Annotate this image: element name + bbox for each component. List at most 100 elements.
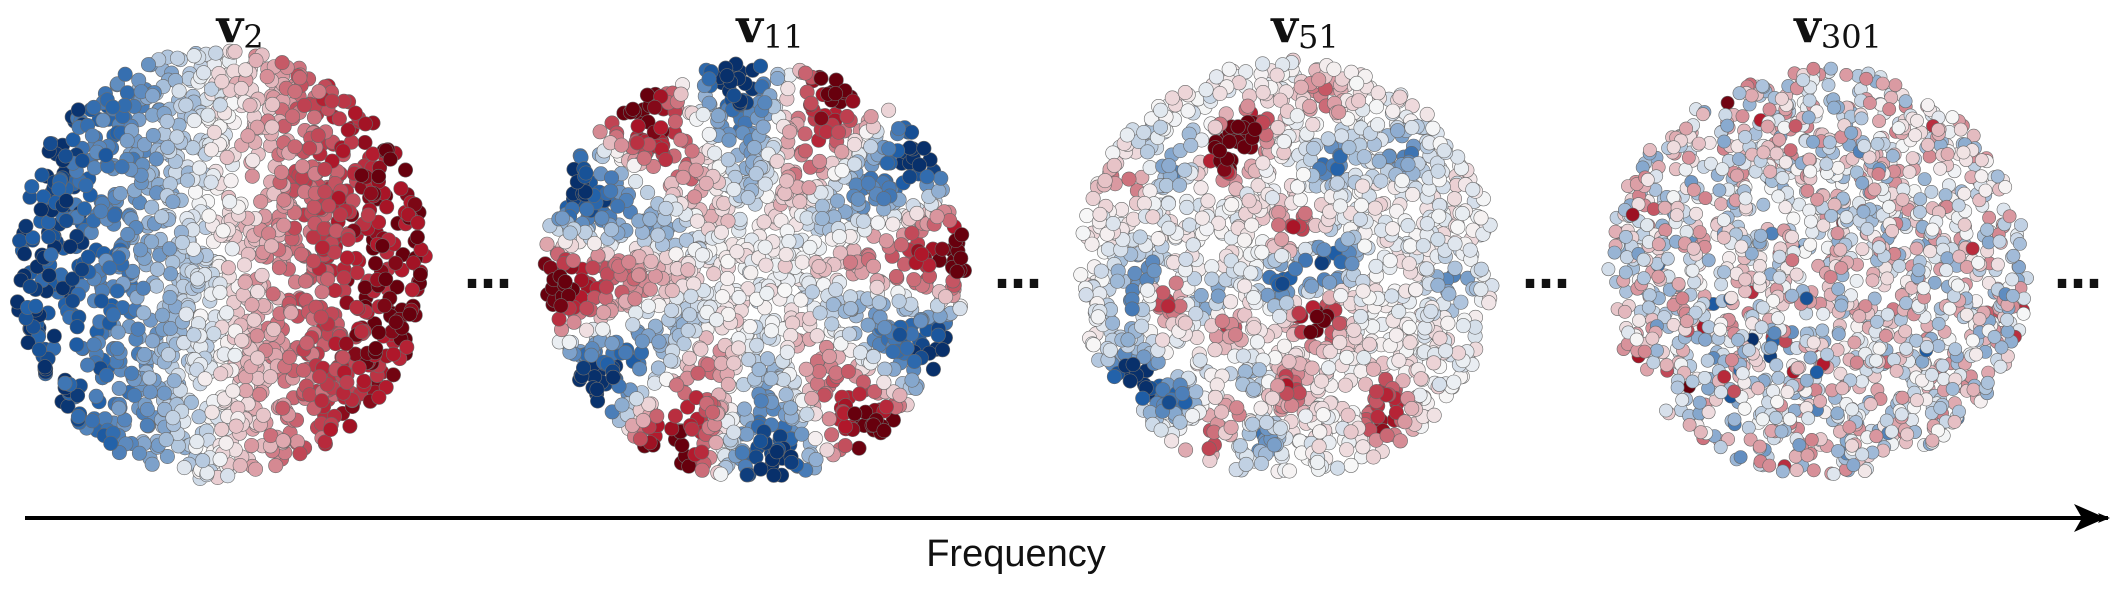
graph-node-point: [219, 149, 235, 165]
graph-node-point: [708, 312, 724, 328]
graph-node-point: [673, 132, 689, 148]
graph-node-point: [879, 155, 895, 171]
graph-node-point: [1331, 104, 1347, 120]
graph-node-point: [315, 240, 331, 256]
graph-node-point: [314, 393, 330, 409]
graph-node-point: [154, 209, 170, 225]
graph-node-point: [314, 284, 330, 300]
graph-node-point: [1432, 330, 1448, 346]
graph-node-point: [881, 102, 897, 118]
graph-node-point: [1426, 407, 1442, 423]
graph-node-point: [852, 386, 868, 402]
graph-node-point: [1106, 157, 1122, 173]
graph-node-point: [379, 199, 395, 215]
graph-node-point: [863, 109, 879, 125]
graph-node-point: [1405, 187, 1421, 203]
graph-node-point: [743, 265, 759, 281]
graph-node-point: [842, 254, 858, 270]
graph-node-point: [1788, 449, 1803, 464]
graph-node-point: [778, 247, 794, 263]
graph-node-point: [909, 205, 925, 221]
graph-node-point: [1369, 99, 1385, 115]
graph-node-point: [734, 445, 750, 461]
graph-node-point: [834, 163, 850, 179]
graph-node-point: [215, 223, 231, 239]
graph-node-point: [845, 93, 861, 109]
graph-node-point: [1338, 377, 1354, 393]
graph-node-point: [1255, 56, 1271, 72]
graph-node-point: [1316, 242, 1332, 258]
graph-node-point: [70, 387, 86, 403]
graph-node-point: [1281, 463, 1297, 479]
graph-node-point: [1105, 315, 1121, 331]
graph-node-point: [1178, 442, 1194, 458]
graph-node-point: [632, 361, 648, 377]
graph-node-point: [1097, 173, 1113, 189]
graph-node-point: [640, 185, 656, 201]
graph-node-point: [180, 172, 196, 188]
graph-node-point: [357, 116, 373, 132]
graph-node-point: [561, 334, 577, 350]
graph-node-point: [335, 143, 351, 159]
graph-node-point: [643, 253, 659, 269]
graph-node-point: [1178, 251, 1194, 267]
graph-node-point: [1153, 422, 1169, 438]
graph-node-point: [1275, 276, 1291, 292]
graph-node-point: [317, 434, 333, 450]
graph-node-point: [1343, 457, 1359, 473]
graph-node-point: [839, 109, 855, 125]
graph-node-point: [1168, 275, 1184, 291]
graph-node-point: [62, 239, 78, 255]
graph-node-point: [1340, 407, 1356, 423]
graph-node-point: [1401, 319, 1417, 335]
graph-node-point: [1888, 78, 1903, 92]
graph-node-point: [779, 344, 795, 360]
graph-node-point: [133, 242, 149, 258]
graph-node-point: [74, 153, 90, 169]
graph-node-point: [223, 173, 239, 189]
graph-node-point: [102, 260, 118, 276]
graph-node-point: [1426, 355, 1442, 371]
graph-node-point: [664, 283, 680, 299]
graph-node-point: [748, 166, 764, 182]
graph-node-point: [708, 435, 724, 451]
graph-node-point: [149, 261, 165, 277]
graph-node-point: [111, 380, 127, 396]
graph-node-point: [1392, 89, 1408, 105]
graph-node-point: [701, 71, 717, 87]
graph-node-point: [1160, 298, 1176, 314]
graph-node-point: [578, 165, 594, 181]
graph-node-point: [185, 241, 201, 257]
graph-node-point: [103, 435, 119, 451]
graph-node-point: [99, 367, 115, 383]
graph-node-point: [331, 190, 347, 206]
graph-node-point: [769, 153, 785, 169]
graph-node-point: [1330, 161, 1346, 177]
graph-node-point: [294, 159, 310, 175]
graph-node-point: [813, 110, 829, 126]
graph-node-point: [1142, 160, 1158, 176]
graph-node-point: [1085, 191, 1101, 207]
graph-node-point: [757, 239, 773, 255]
graph-node-point: [876, 374, 892, 390]
graph-node-point: [248, 52, 264, 68]
graph-node-point: [192, 160, 208, 176]
graph-node-point: [596, 304, 612, 320]
graph-node-point: [191, 409, 207, 425]
graph-node-point: [1237, 232, 1253, 248]
graph-node-point: [759, 285, 775, 301]
point-cloud-v301: [1601, 61, 2034, 481]
graph-node-point: [798, 361, 814, 377]
graph-node-point: [603, 170, 619, 186]
graph-node-point: [827, 86, 843, 102]
graph-node-point: [208, 45, 224, 61]
graph-node-point: [162, 241, 178, 257]
graph-node-point: [1353, 363, 1369, 379]
panel-title-v11: v11: [735, 0, 803, 56]
graph-node-point: [1425, 120, 1441, 136]
graph-node-point: [687, 189, 703, 205]
graph-node-point: [614, 397, 630, 413]
graph-node-point: [1741, 420, 1756, 435]
graph-node-point: [1254, 244, 1270, 260]
graph-node-point: [1401, 256, 1417, 272]
